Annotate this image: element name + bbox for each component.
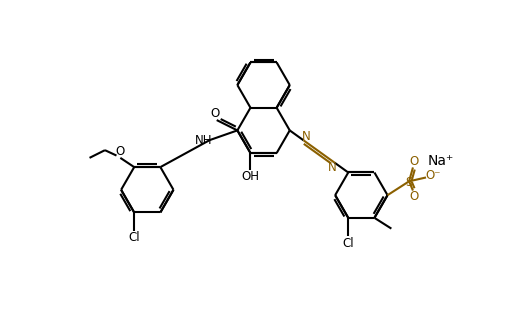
Text: O: O [115,145,124,158]
Text: Na⁺: Na⁺ [428,154,454,168]
Text: O: O [410,190,419,203]
Text: N: N [301,130,310,143]
Text: N: N [328,161,336,174]
Text: O⁻: O⁻ [425,169,441,183]
Text: O: O [410,155,419,168]
Text: S: S [405,176,413,189]
Text: NH: NH [195,134,212,147]
Text: Cl: Cl [343,237,354,250]
Text: OH: OH [241,170,260,183]
Text: Cl: Cl [128,231,140,244]
Text: O: O [211,107,220,120]
